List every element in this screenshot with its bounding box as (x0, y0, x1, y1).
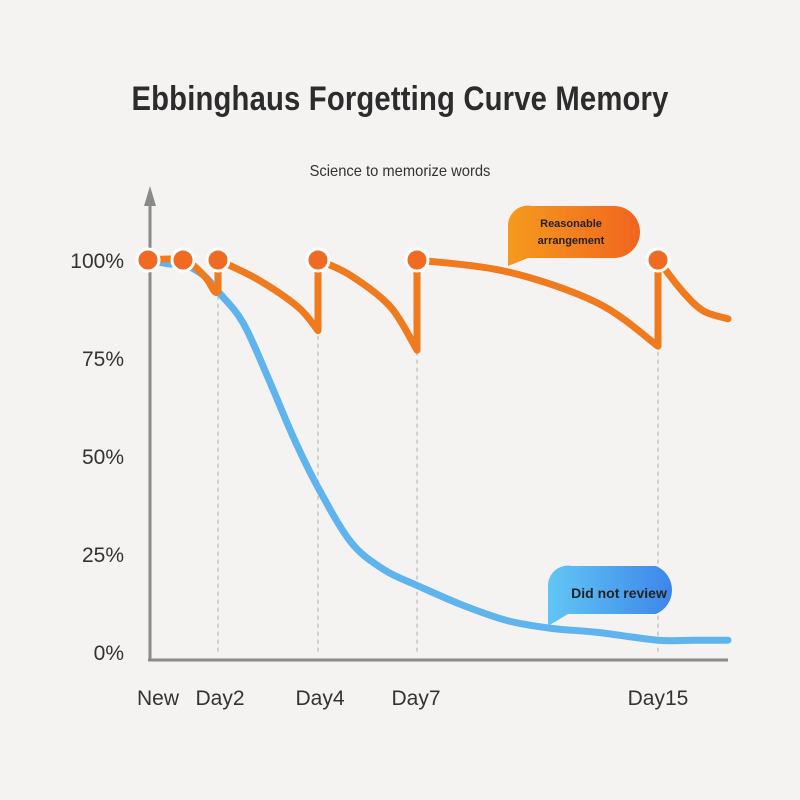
series-line-reasonable-arrangement (144, 255, 732, 354)
x-tick-label: Day4 (295, 687, 344, 710)
y-tick-label: 75% (82, 348, 124, 371)
review-point-marker (404, 247, 430, 273)
y-tick-label: 0% (94, 642, 124, 665)
review-point-marker (170, 247, 196, 273)
x-tick-label: Day2 (195, 687, 244, 710)
tick-labels: 100% 75% 50% 25% 0% New Day2 Day4 Day7 Day15 (70, 250, 688, 710)
chart-axes (144, 186, 728, 662)
callout-text-reasonable-arrangement: Reasonable (540, 218, 602, 230)
review-day-guides (217, 279, 659, 652)
y-tick-label: 50% (82, 446, 124, 469)
review-point-marker (645, 247, 671, 273)
x-tick-label: New (137, 687, 180, 710)
callout-text-did-not-review: Did not review (571, 585, 667, 601)
y-axis-arrow-icon (144, 186, 156, 206)
y-tick-label: 25% (82, 544, 124, 567)
review-point-marker (135, 247, 161, 273)
review-point-marker (205, 247, 231, 273)
review-point-marker (305, 247, 331, 273)
x-tick-label: Day7 (391, 687, 440, 710)
callout-bubble-reasonable-arrangement (507, 205, 640, 266)
x-tick-label: Day15 (628, 687, 689, 710)
callout-bubble-did-not-review (547, 565, 672, 626)
chart-subtitle: Science to memorize words (309, 163, 491, 180)
y-tick-label: 100% (70, 250, 124, 273)
review-markers (135, 247, 671, 273)
callout-text-reasonable-arrangement: arrangement (538, 235, 605, 247)
series-callouts: Reasonable arrangement Did not review (507, 205, 672, 626)
chart-title: Ebbinghaus Forgetting Curve Memory (131, 80, 669, 118)
